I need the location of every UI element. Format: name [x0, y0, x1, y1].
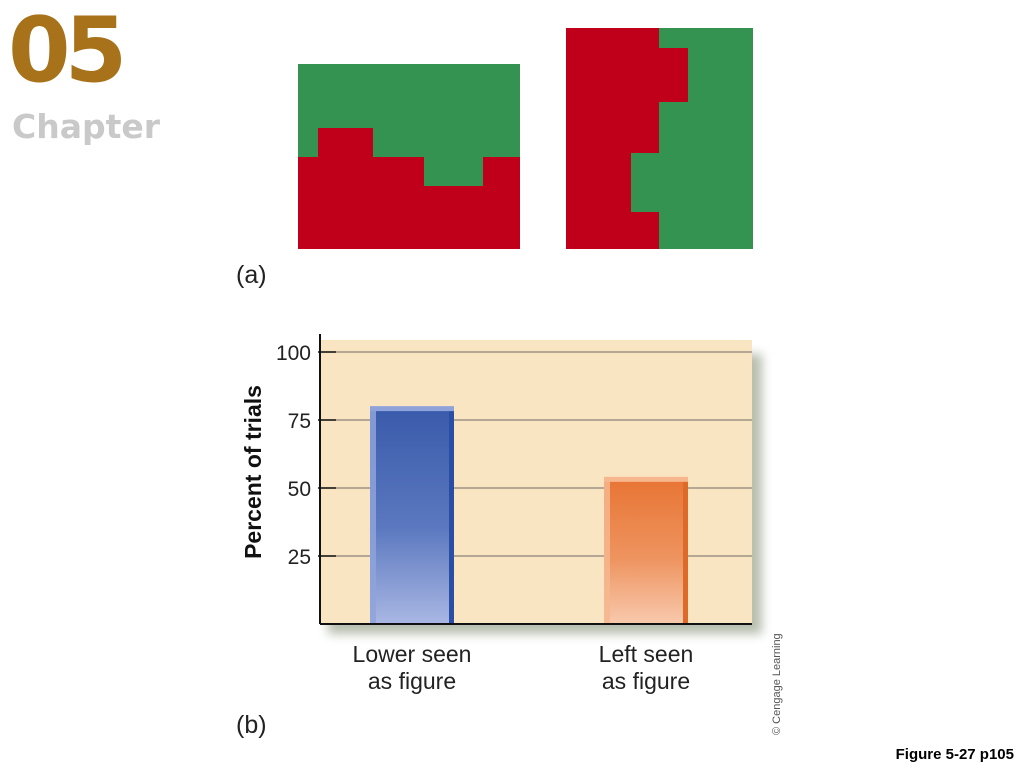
bar-left-highlight [370, 409, 376, 624]
tick-labels: 25 50 75 100 Lower seen as figure Left seen as … [276, 342, 693, 694]
bar-left-highlight [604, 479, 610, 624]
y-tick-label: 25 [288, 546, 311, 569]
x-tick-label: Left seen as figure [599, 641, 694, 694]
bar-body [604, 479, 688, 624]
x-tick-label: Lower seen as figure [353, 641, 472, 694]
bar-top-cap [370, 406, 454, 412]
y-tick-label: 75 [288, 410, 311, 433]
y-axis-label: Percent of trials [240, 385, 266, 559]
chapter-word: Chapter [12, 107, 161, 146]
red-region [298, 128, 520, 249]
bar [604, 476, 688, 624]
chapter-number: 05 [8, 0, 127, 103]
bars [370, 406, 688, 624]
bar-right-edge [683, 479, 688, 624]
bar-body [370, 409, 454, 624]
panel-b-label: (b) [236, 711, 267, 739]
y-tick-label: 50 [288, 478, 311, 501]
bar-chart: 25 50 75 100 Lower seen as figure Left seen as … [240, 334, 762, 694]
stimulus-left-figure [566, 28, 753, 249]
axes [318, 334, 752, 625]
y-tick-label: 100 [276, 342, 311, 365]
panel-a-label: (a) [236, 261, 267, 289]
bar-right-edge [449, 409, 454, 624]
red-region [566, 28, 688, 249]
bar-top-cap [604, 476, 688, 482]
copyright-credit: © Cengage Learning [771, 633, 783, 735]
figure-reference: Figure 5-27 p105 [895, 746, 1014, 763]
stimulus-lower-figure [298, 64, 520, 249]
bar [370, 406, 454, 624]
